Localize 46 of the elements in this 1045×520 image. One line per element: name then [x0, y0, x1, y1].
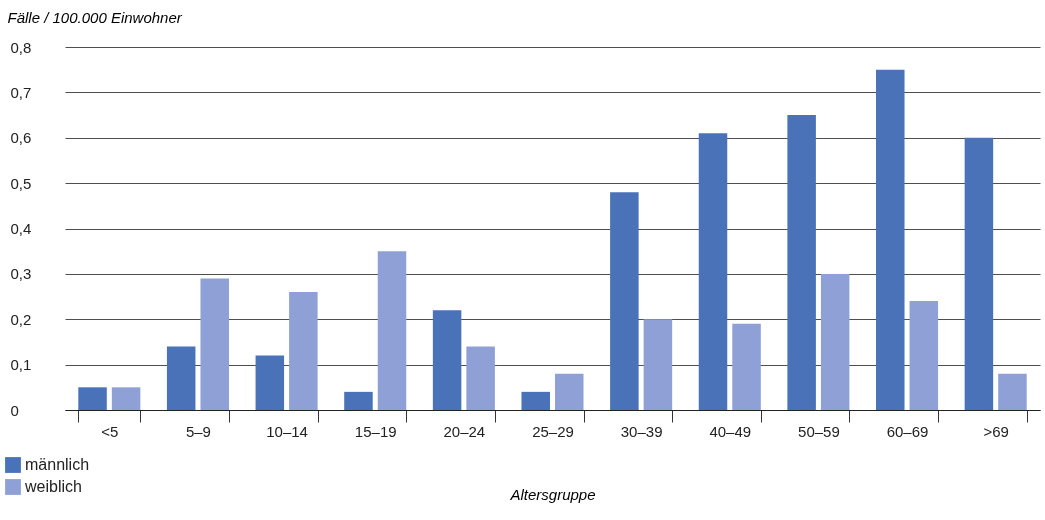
- bar: [78, 387, 107, 410]
- bar: [555, 373, 584, 410]
- bar: [643, 319, 673, 410]
- bar: [111, 387, 141, 410]
- bar: [698, 133, 728, 410]
- bar: [344, 391, 373, 410]
- x-tick-label: 10–14: [266, 422, 308, 440]
- bar: [255, 355, 285, 410]
- y-tick-label: 0,5: [10, 174, 32, 192]
- y-tick-label: 0,7: [10, 83, 32, 101]
- y-tick-label: 0,4: [10, 220, 32, 237]
- y-tick-label: 0: [10, 401, 19, 419]
- bar: [820, 273, 850, 410]
- y-tick-label: 0,2: [10, 310, 32, 328]
- bar: [876, 69, 905, 410]
- bar: [289, 292, 318, 410]
- y-axis-title: Fälle / 100.000 Einwohner: [7, 8, 183, 26]
- x-tick-label: >69: [983, 422, 1009, 440]
- x-tick-label: 60–69: [886, 422, 929, 440]
- bar: [787, 115, 816, 410]
- bar: [166, 346, 196, 410]
- bar: [964, 137, 994, 410]
- legend-label: männlich: [25, 456, 90, 473]
- x-tick-label: 40–49: [709, 422, 752, 440]
- bar: [466, 346, 495, 410]
- bar: [732, 323, 761, 410]
- x-tick-label: 30–39: [620, 422, 663, 440]
- bar: [432, 310, 462, 410]
- x-axis-title: Altersgruppe: [509, 485, 596, 503]
- bar: [200, 278, 229, 410]
- y-tick-label: 0,1: [10, 356, 32, 374]
- y-tick-label: 0,6: [10, 129, 32, 147]
- x-tick-label: 5–9: [185, 422, 211, 440]
- bar: [998, 373, 1027, 410]
- y-tick-label: 0,3: [10, 265, 32, 283]
- x-tick-label: 15–19: [354, 422, 397, 440]
- y-tick-label: 0,8: [10, 38, 32, 56]
- x-tick-label: 25–29: [532, 422, 574, 440]
- bar: [610, 192, 639, 410]
- x-tick-label: 50–59: [798, 422, 840, 440]
- bar: [377, 251, 407, 410]
- legend-label: weiblich: [24, 478, 82, 495]
- x-tick-label: <5: [101, 422, 119, 440]
- x-tick-label: 20–24: [443, 422, 486, 440]
- bar: [909, 301, 939, 410]
- bar: [521, 391, 550, 410]
